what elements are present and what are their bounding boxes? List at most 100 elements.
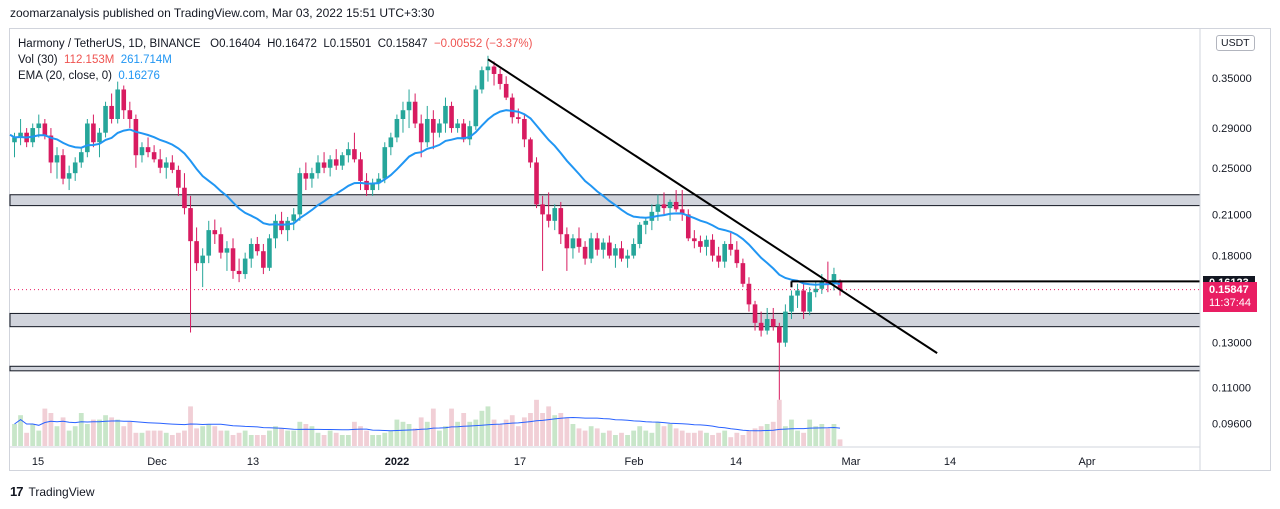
- candle[interactable]: [643, 216, 649, 235]
- candle[interactable]: [509, 93, 515, 124]
- candle[interactable]: [182, 173, 187, 215]
- candle[interactable]: [443, 97, 448, 133]
- candle[interactable]: [631, 238, 636, 259]
- candle[interactable]: [291, 208, 297, 231]
- candle[interactable]: [163, 157, 169, 179]
- candle[interactable]: [570, 234, 576, 259]
- candle[interactable]: [704, 235, 709, 256]
- candle[interactable]: [30, 123, 36, 148]
- candle[interactable]: [667, 199, 673, 221]
- candle[interactable]: [637, 222, 643, 249]
- candle[interactable]: [473, 85, 479, 130]
- candle[interactable]: [394, 114, 400, 143]
- candle[interactable]: [346, 142, 351, 163]
- candle[interactable]: [255, 236, 260, 256]
- candle[interactable]: [607, 235, 612, 259]
- candle[interactable]: [752, 300, 758, 331]
- candle[interactable]: [224, 241, 230, 271]
- candle[interactable]: [133, 114, 139, 168]
- candle[interactable]: [212, 219, 218, 244]
- candle[interactable]: [151, 145, 157, 163]
- candle[interactable]: [36, 114, 42, 138]
- candle[interactable]: [534, 157, 539, 209]
- zone-2[interactable]: [9, 365, 1201, 372]
- candle[interactable]: [540, 195, 545, 271]
- candle[interactable]: [582, 241, 588, 265]
- candle[interactable]: [673, 190, 679, 212]
- candle[interactable]: [176, 165, 181, 196]
- candle[interactable]: [564, 227, 570, 271]
- footer-brand[interactable]: 17 TradingView: [10, 484, 95, 499]
- candle[interactable]: [170, 155, 175, 174]
- candle[interactable]: [400, 101, 406, 133]
- candle[interactable]: [594, 232, 600, 256]
- candle[interactable]: [285, 216, 290, 242]
- candle[interactable]: [685, 209, 691, 242]
- candle[interactable]: [576, 227, 582, 253]
- candle[interactable]: [600, 238, 606, 259]
- candle[interactable]: [625, 249, 630, 268]
- candle[interactable]: [801, 283, 806, 320]
- candle[interactable]: [431, 110, 436, 150]
- candle[interactable]: [382, 142, 388, 184]
- candle[interactable]: [321, 152, 327, 174]
- candle[interactable]: [267, 234, 272, 271]
- candle[interactable]: [424, 105, 430, 148]
- candle[interactable]: [115, 81, 120, 124]
- candle[interactable]: [758, 311, 764, 337]
- candle[interactable]: [619, 241, 624, 262]
- candle[interactable]: [588, 232, 594, 264]
- candle[interactable]: [279, 211, 284, 235]
- candle[interactable]: [54, 147, 60, 179]
- candle[interactable]: [467, 120, 473, 146]
- candle[interactable]: [764, 307, 770, 335]
- candle[interactable]: [339, 152, 345, 170]
- candle[interactable]: [206, 220, 212, 264]
- candle[interactable]: [716, 246, 721, 268]
- candle[interactable]: [66, 165, 72, 191]
- candle[interactable]: [352, 132, 357, 163]
- candle[interactable]: [261, 243, 266, 275]
- candle[interactable]: [242, 252, 248, 279]
- candle[interactable]: [437, 118, 442, 138]
- downtrend-line[interactable]: [487, 58, 938, 354]
- candle[interactable]: [789, 290, 794, 320]
- candle[interactable]: [558, 201, 564, 244]
- candle[interactable]: [522, 114, 527, 148]
- candle[interactable]: [661, 192, 667, 215]
- candle[interactable]: [145, 137, 151, 158]
- candle[interactable]: [315, 155, 321, 179]
- candle[interactable]: [370, 178, 375, 196]
- candle[interactable]: [297, 167, 303, 221]
- candle[interactable]: [200, 248, 205, 288]
- candle[interactable]: [127, 101, 133, 129]
- candle[interactable]: [48, 128, 54, 174]
- candle[interactable]: [455, 118, 460, 133]
- candle[interactable]: [412, 93, 418, 129]
- candle[interactable]: [783, 304, 788, 347]
- currency-unit-badge[interactable]: USDT: [1216, 35, 1255, 51]
- candle[interactable]: [552, 204, 558, 231]
- candle[interactable]: [91, 114, 96, 148]
- candle[interactable]: [491, 61, 497, 86]
- candle[interactable]: [139, 142, 145, 163]
- candle[interactable]: [722, 241, 727, 268]
- candle[interactable]: [795, 283, 800, 308]
- candle[interactable]: [60, 149, 66, 185]
- candle[interactable]: [218, 227, 224, 259]
- candle[interactable]: [333, 149, 339, 170]
- volume-label[interactable]: Vol (30): [18, 54, 58, 66]
- candle[interactable]: [497, 68, 503, 90]
- zone-1[interactable]: [9, 312, 1201, 328]
- candle[interactable]: [194, 227, 199, 271]
- candle[interactable]: [236, 258, 242, 283]
- candle[interactable]: [813, 280, 819, 298]
- candle[interactable]: [72, 157, 78, 181]
- candle[interactable]: [85, 118, 90, 158]
- candle[interactable]: [503, 76, 509, 101]
- candle[interactable]: [327, 155, 333, 177]
- candle[interactable]: [728, 232, 734, 256]
- candle[interactable]: [528, 137, 533, 168]
- candle[interactable]: [358, 152, 363, 191]
- candle[interactable]: [188, 195, 193, 333]
